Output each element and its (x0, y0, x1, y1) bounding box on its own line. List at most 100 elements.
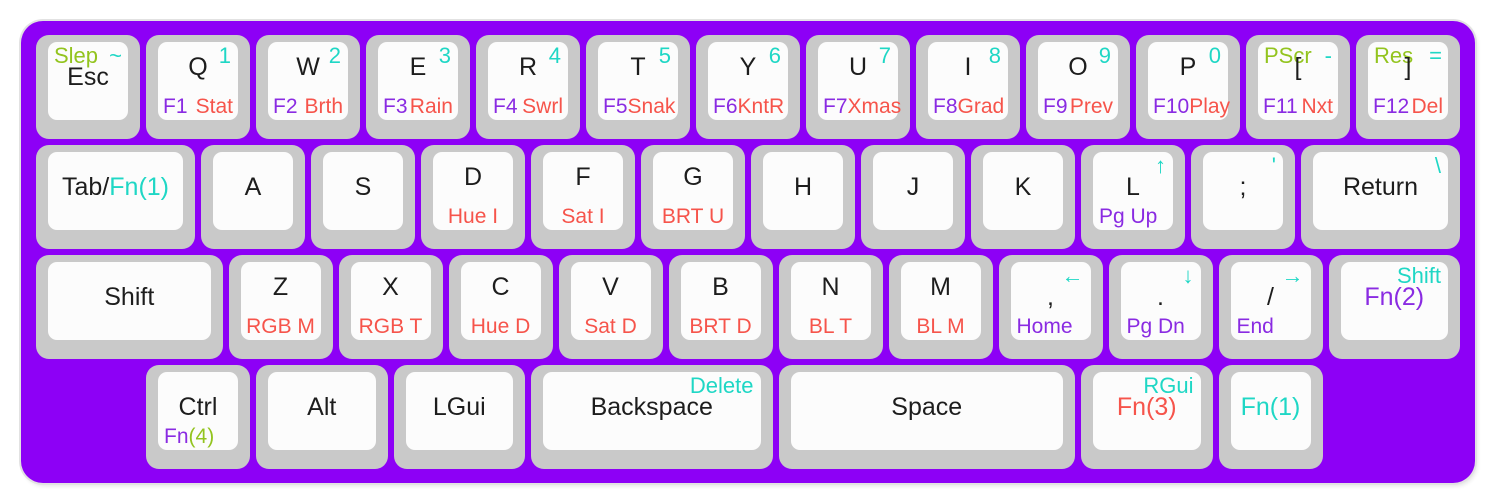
key-t-center-legend: T (598, 42, 678, 120)
key-backspace[interactable]: Delete Backspace (528, 362, 776, 472)
key-f[interactable]: F Sat I (528, 142, 638, 252)
key-h[interactable]: H (748, 142, 858, 252)
key-n[interactable]: N BL T (776, 252, 886, 362)
legend-text: ↓ (1182, 263, 1194, 288)
key-r-top-right-legend: 4 (549, 43, 561, 68)
key-w-bottom-legend: F2 Brth (273, 95, 343, 119)
key-r[interactable]: 4 R F4 Swrl (473, 32, 583, 142)
key-i[interactable]: 8 I F8 Grad (913, 32, 1023, 142)
key-n-bottom-center-legend: BL T (791, 315, 871, 339)
key-d[interactable]: D Hue I (418, 142, 528, 252)
legend-text: [ (1294, 52, 1302, 81)
keycap-base: 1 Q F1 Stat (146, 35, 250, 139)
keycap-base: Fn(1) (1218, 365, 1323, 469)
keyboard-board: Slep ~ Esc 1 Q F1 Stat 2 W F2 Brth 3 E F3 Rain 4 R F4 Swrl… (21, 21, 1475, 483)
keyboard-gap (1326, 362, 1464, 472)
keycap-base: ↑ L Pg Up (1081, 145, 1185, 249)
key-z[interactable]: Z RGB M (226, 252, 336, 362)
legend-text: Sat I (561, 204, 605, 228)
key-o[interactable]: 9 O F9 Prev (1023, 32, 1133, 142)
key-q[interactable]: 1 Q F1 Stat (143, 32, 253, 142)
key-v-center-legend: V (571, 262, 651, 340)
key-alt[interactable]: Alt (253, 362, 391, 472)
legend-text: O (1068, 52, 1088, 81)
key-t[interactable]: 5 T F5 Snak (583, 32, 693, 142)
key-p[interactable]: 0 P F10 Play (1133, 32, 1243, 142)
key-w[interactable]: 2 W F2 Brth (253, 32, 363, 142)
legend-text: BRT U (661, 204, 725, 228)
key-l-top-right-legend: ↑ (1155, 153, 1166, 178)
key-l[interactable]: ↑ L Pg Up (1078, 142, 1188, 252)
key-e[interactable]: 3 E F3 Rain (363, 32, 473, 142)
key-period-top-right-legend: ↓ (1183, 263, 1194, 288)
key-fn1[interactable]: Fn(1) (1216, 362, 1326, 472)
key-q-bottom-legend: F1 Stat (163, 95, 233, 119)
legend-text: ~ (109, 43, 122, 68)
key-tab-fn1-center-legend: Tab/Fn(1) (48, 152, 183, 230)
legend-text: Fn(1) (1240, 392, 1301, 421)
key-fn1-center-legend: Fn(1) (1231, 372, 1311, 450)
key-ctrl-fn4[interactable]: Ctrl Fn(4) (143, 362, 253, 472)
key-slash[interactable]: → / End (1216, 252, 1326, 362)
legend-text: E (409, 52, 427, 81)
key-y[interactable]: 6 Y F6 KntR (693, 32, 803, 142)
key-x-bottom-center-legend: RGB T (351, 315, 431, 339)
keycap-top: Res =] F12 Del (1368, 42, 1448, 120)
legend-text: I (964, 52, 972, 81)
legend-text: 4 (548, 43, 561, 68)
key-esc-center-legend: Esc (48, 42, 128, 120)
key-t-bottom-legend: F5 Snak (603, 94, 676, 119)
key-space[interactable]: Space (776, 362, 1079, 472)
key-c[interactable]: C Hue D (446, 252, 556, 362)
key-right-bracket[interactable]: Res =] F12 Del (1353, 32, 1463, 142)
key-tab-fn1[interactable]: Tab/Fn(1) (33, 142, 198, 252)
keycap-top: Shift (48, 262, 211, 340)
keycap-base: Alt (256, 365, 388, 469)
legend-text: Grad (957, 94, 1005, 118)
key-left-shift[interactable]: Shift (33, 252, 226, 362)
keycap-base: Slep ~ Esc (36, 35, 140, 139)
legend-text: Delete (689, 373, 754, 398)
keycap-base: 2 W F2 Brth (256, 35, 360, 139)
key-j-center-legend: J (873, 152, 953, 230)
key-v[interactable]: V Sat D (556, 252, 666, 362)
key-d-center-legend: D (433, 152, 513, 230)
keycap-top: ↓. Pg Dn (1120, 262, 1201, 340)
key-left-bracket[interactable]: PScr -[F11 Nxt (1243, 32, 1353, 142)
keyboard-row-4: Ctrl Fn(4) Alt LGui Delete Backspace Space RGui… (33, 362, 1463, 472)
key-comma[interactable]: ←, Home (996, 252, 1106, 362)
legend-text: Alt (307, 392, 337, 421)
key-f-bottom-center-legend: Sat I (543, 205, 623, 229)
key-lgui[interactable]: LGui (391, 362, 529, 472)
key-fn3[interactable]: RGui Fn(3) (1078, 362, 1216, 472)
key-j[interactable]: J (858, 142, 968, 252)
legend-text: ; (1239, 172, 1247, 201)
key-u-center-legend: U (818, 42, 898, 120)
key-return[interactable]: \ Return (1298, 142, 1463, 252)
legend-text: Backspace (590, 392, 713, 421)
key-b[interactable]: B BRT D (666, 252, 776, 362)
key-semicolon-center-legend: ; (1203, 152, 1283, 230)
key-k[interactable]: K (968, 142, 1078, 252)
key-semicolon[interactable]: '; (1188, 142, 1298, 252)
legend-text: Snak (627, 94, 676, 118)
key-e-top-right-legend: 3 (439, 43, 451, 68)
legend-text: ' (1271, 153, 1276, 178)
key-period[interactable]: ↓. Pg Dn (1106, 252, 1216, 362)
key-right-shift-fn2[interactable]: Shift Fn(2) (1326, 252, 1464, 362)
key-a[interactable]: A (198, 142, 308, 252)
key-s[interactable]: S (308, 142, 418, 252)
key-u-bottom-legend: F7 Xmas (823, 95, 901, 119)
legend-text: 1 (218, 43, 231, 68)
key-o-top-right-legend: 9 (1099, 43, 1111, 68)
key-esc[interactable]: Slep ~ Esc (33, 32, 143, 142)
key-p-bottom-legend: F10 Play (1153, 95, 1230, 119)
key-m[interactable]: M BL M (886, 252, 996, 362)
legend-text: (4) (188, 424, 215, 448)
keycap-top: 1 Q F1 Stat (158, 42, 238, 120)
key-x[interactable]: X RGB T (336, 252, 446, 362)
key-u[interactable]: 7 U F7 Xmas (803, 32, 913, 142)
legend-text: Stat (195, 94, 233, 118)
key-g[interactable]: G BRT U (638, 142, 748, 252)
keycap-base: A (201, 145, 305, 249)
